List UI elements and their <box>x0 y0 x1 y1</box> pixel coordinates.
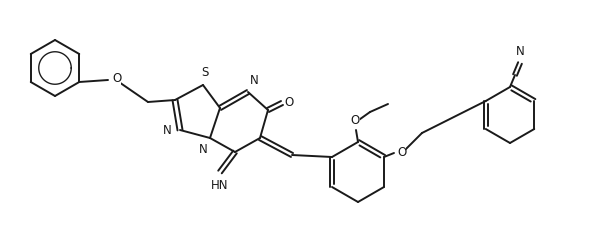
Text: N: N <box>163 124 172 136</box>
Text: N: N <box>199 143 208 156</box>
Text: O: O <box>112 73 121 85</box>
Text: O: O <box>397 146 406 158</box>
Text: HN: HN <box>211 179 229 192</box>
Text: N: N <box>250 74 259 87</box>
Text: O: O <box>350 114 359 127</box>
Text: O: O <box>284 95 293 109</box>
Text: S: S <box>201 66 209 79</box>
Text: N: N <box>516 45 524 58</box>
